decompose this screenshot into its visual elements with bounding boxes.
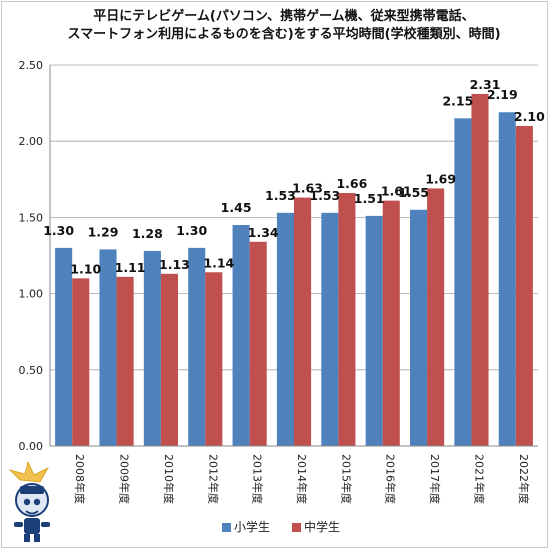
bar-junior-high [160,273,178,446]
bar-elementary [365,215,383,446]
data-label: 2.15 [442,93,473,108]
bar-elementary [55,247,73,446]
bar-junior-high [249,241,267,446]
bar-junior-high [116,276,134,446]
chart-title-line-2: スマートフォン利用によるものを含む)をする平均時間(学校種類別、時間) [67,26,500,42]
data-label: 1.13 [159,257,190,272]
data-label: 1.45 [221,200,252,215]
x-tick-label: 2013年度 [251,454,265,504]
bar-elementary [276,212,294,446]
x-tick-label: 2014年度 [295,454,309,504]
chart-title-line-1: 平日にテレビゲーム(パソコン、携帯ゲーム機、従来型携帯電話、 [93,8,474,24]
bar-elementary [232,225,250,446]
data-label: 1.69 [425,171,456,186]
data-label: 1.61 [381,184,412,199]
x-tick-label: 2021年度 [472,454,486,504]
bar-junior-high [382,200,400,446]
x-tick-labels: 2008年度 2009年度 2010年度 2012年度 2013年度 2014年度 2015… [73,454,531,504]
legend-swatch [292,523,301,532]
y-tick-label: 0.50 [19,364,44,377]
bar-elementary [454,118,472,446]
y-tick-label: 1.00 [19,288,44,301]
data-label: 1.29 [88,224,119,239]
data-label: 1.28 [132,226,163,241]
data-labels: 1.30 1.10 1.29 1.11 1.28 1.13 1.30 1.14 1.45 1.34… [43,77,545,276]
data-label: 1.55 [398,185,429,200]
bar-junior-high [515,125,533,447]
bar-junior-high [338,193,356,446]
y-tick-label: 2.00 [19,135,44,148]
data-label: 1.30 [43,223,74,238]
y-tick-label: 0.00 [19,440,44,453]
x-tick-label: 2022年度 [517,454,531,504]
bar-junior-high [471,93,489,447]
data-label: 1.66 [336,176,367,191]
y-tick-labels: 0.00 0.50 1.00 1.50 2.00 2.50 [19,59,44,453]
bar-junior-high [294,197,312,446]
bar-elementary [410,209,428,446]
x-tick-label: 2012年度 [206,454,220,504]
watermark-logo [8,460,50,542]
bar-junior-high [205,272,223,446]
data-label: 1.51 [354,191,385,206]
x-tick-label: 2016年度 [384,454,398,504]
legend-label: 中学生 [304,519,340,534]
x-tick-label: 2017年度 [428,454,442,504]
data-label: 1.14 [203,255,234,270]
x-tick-label: 2015年度 [339,454,353,504]
bar-elementary [498,112,516,446]
data-label: 1.63 [292,181,323,196]
y-tick-label: 2.50 [19,59,44,72]
data-label: 1.34 [248,225,279,240]
x-tick-label: 2008年度 [73,454,87,504]
bar-junior-high [72,278,90,446]
data-label: 1.53 [265,188,296,203]
bar-junior-high [427,188,445,446]
data-label: 1.11 [115,260,146,275]
x-tick-label: 2009年度 [118,454,132,504]
legend: 小学生 中学生 [222,519,340,534]
bar-elementary [143,250,161,446]
data-label: 1.30 [176,223,207,238]
bar-elementary [99,249,117,446]
legend-swatch [222,523,231,532]
bar-elementary [188,247,206,446]
data-label: 1.53 [309,188,340,203]
data-label: 1.10 [70,261,101,276]
data-label: 2.31 [470,77,501,92]
y-tick-label: 1.50 [19,211,44,224]
bar-elementary [321,212,339,446]
bars [55,93,533,447]
legend-label: 小学生 [234,519,270,534]
x-tick-label: 2010年度 [162,454,176,504]
data-label: 2.19 [487,87,518,102]
data-label: 2.10 [514,109,545,124]
